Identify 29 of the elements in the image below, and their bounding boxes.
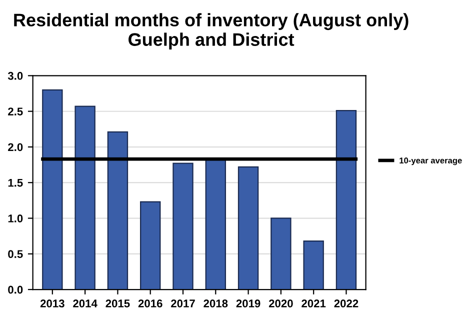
x-tick-label: 2019 xyxy=(236,300,260,308)
x-tick-label: 2013 xyxy=(40,300,64,308)
chart-title: Residential months of inventory (August only) Guelph and District xyxy=(14,13,408,50)
bar xyxy=(107,131,128,290)
y-tick-label: 1.0 xyxy=(8,214,23,222)
bar xyxy=(140,201,161,290)
y-tick-label: 2.0 xyxy=(8,143,23,152)
x-tick-label: 2016 xyxy=(138,300,162,308)
x-tick-label: 2018 xyxy=(204,300,228,308)
ref-line-label: 10-year average xyxy=(400,158,462,166)
bar xyxy=(303,240,324,290)
y-tick-label: 2.5 xyxy=(8,108,23,116)
bar xyxy=(172,162,194,290)
bar xyxy=(74,106,96,290)
bar xyxy=(205,159,226,290)
y-tick-label: 3.0 xyxy=(8,72,23,80)
bar xyxy=(336,110,357,290)
x-tick-label: 2017 xyxy=(171,300,195,308)
bar xyxy=(42,89,63,290)
x-tick-label: 2014 xyxy=(73,300,98,308)
y-tick-label: 0.0 xyxy=(8,286,23,294)
bar xyxy=(270,218,292,290)
bar xyxy=(238,166,259,290)
x-tick-label: 2022 xyxy=(334,300,358,308)
y-tick-label: 0.5 xyxy=(8,250,23,258)
x-tick-label: 2020 xyxy=(268,300,293,308)
y-tick-label: 1.5 xyxy=(8,178,23,187)
x-tick-label: 2015 xyxy=(106,300,130,308)
x-tick-label: 2021 xyxy=(302,300,326,308)
